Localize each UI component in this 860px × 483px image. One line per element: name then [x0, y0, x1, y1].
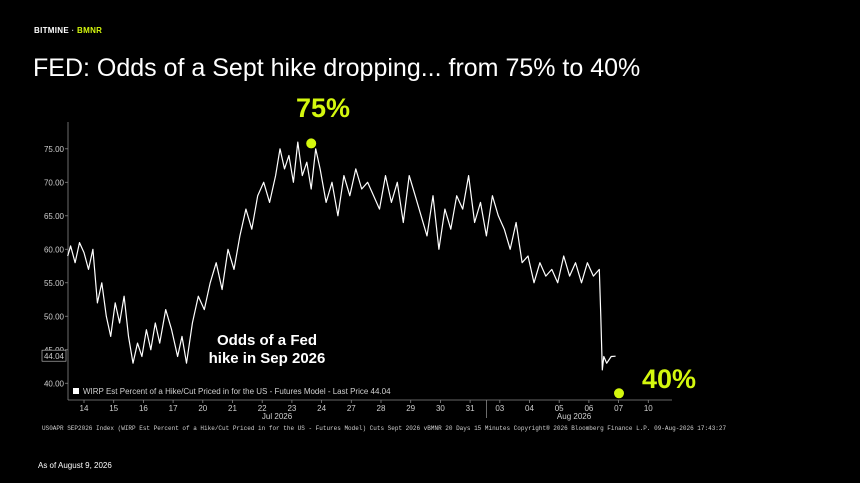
legend-swatch	[73, 388, 79, 394]
as-of-date: As of August 9, 2026	[38, 461, 112, 470]
callout-label-low: 40%	[642, 364, 696, 394]
x-tick-label: 27	[347, 404, 356, 413]
x-tick-label: 05	[555, 404, 564, 413]
x-tick-label: 06	[584, 404, 593, 413]
x-tick-label: 14	[80, 404, 89, 413]
x-tick-label: 20	[198, 404, 207, 413]
brand-header: BITMINE · BMNR	[34, 26, 102, 35]
month-label: Aug 2026	[557, 412, 592, 421]
annotation-line-2: hike in Sep 2026	[209, 350, 326, 367]
callout-dot-high	[306, 138, 317, 149]
y-tick-label: 65.00	[44, 212, 65, 221]
x-tick-label: 17	[169, 404, 178, 413]
month-label: Jul 2026	[262, 412, 293, 421]
source-note: US0APR SEP2026 Index (WIRP Est Percent o…	[42, 425, 727, 432]
slide-title: FED: Odds of a Sept hike dropping... fro…	[33, 54, 641, 82]
legend-label: WIRP Est Percent of a Hike/Cut Priced in…	[83, 387, 391, 396]
brand-primary: BITMINE	[34, 26, 69, 35]
annotation-line-1: Odds of a Fed	[217, 332, 317, 349]
callout-dot-low	[614, 388, 624, 399]
series-line	[67, 141, 616, 371]
x-tick-label: 28	[377, 404, 386, 413]
x-tick-label: 21	[228, 404, 237, 413]
x-tick-label: 23	[287, 404, 296, 413]
y-tick-label: 70.00	[44, 178, 65, 187]
x-tick-label: 03	[495, 404, 504, 413]
x-tick-label: 04	[525, 404, 534, 413]
x-tick-label: 10	[644, 404, 653, 413]
x-tick-label: 16	[139, 404, 148, 413]
callout-label-high: 75%	[296, 93, 350, 123]
x-tick-label: 31	[466, 404, 475, 413]
y-tick-label: 40.00	[44, 379, 65, 388]
x-tick-label: 22	[258, 404, 267, 413]
x-tick-label: 30	[436, 404, 445, 413]
x-tick-label: 24	[317, 404, 326, 413]
x-tick-label: 15	[109, 404, 118, 413]
brand-separator: ·	[71, 26, 75, 35]
y-tick-label: 50.00	[44, 312, 65, 321]
x-tick-label: 29	[406, 404, 415, 413]
y-tick-label: 75.00	[44, 145, 65, 154]
y-tick-label: 55.00	[44, 279, 65, 288]
brand-ticker: BMNR	[77, 26, 103, 35]
x-tick-label: 07	[614, 404, 623, 413]
last-value-box	[41, 349, 67, 362]
last-value-label: 44.04	[44, 352, 65, 361]
y-tick-label: 60.00	[44, 245, 65, 254]
